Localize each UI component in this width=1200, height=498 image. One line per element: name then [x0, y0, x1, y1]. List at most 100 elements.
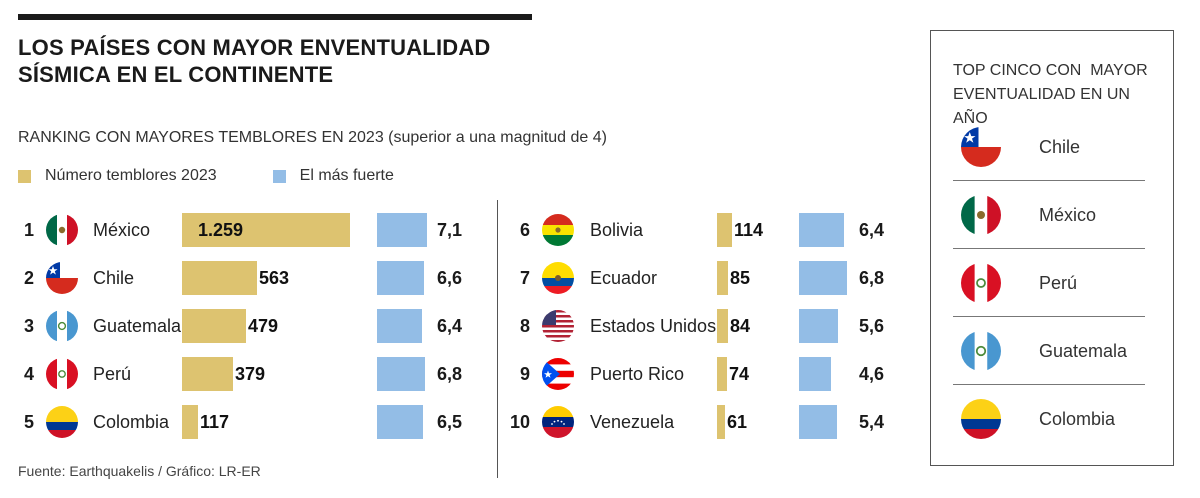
colombia-flag-icon — [961, 399, 1001, 439]
rank-number: 6 — [519, 220, 530, 240]
top-five-separator — [953, 384, 1145, 385]
puerto-rico-flag-icon — [542, 358, 574, 390]
ranking-row: 3 Guatemala 479 6,4 — [0, 306, 930, 346]
ecuador-flag-icon — [542, 262, 574, 294]
rank-number: 3 — [23, 316, 34, 336]
legend-swatch-tremors — [18, 169, 31, 183]
chile-flag-icon — [46, 262, 78, 294]
column-divider — [497, 200, 498, 478]
tremors-bar — [717, 213, 732, 247]
tremors-label: 479 — [248, 316, 279, 336]
tremors-bar — [182, 213, 350, 247]
peru-flag-icon — [46, 358, 78, 390]
mexico-flag-icon — [46, 214, 78, 246]
top-five-country: Chile — [1039, 137, 1081, 157]
tremors-bar — [717, 405, 725, 439]
tremors-label: 85 — [730, 268, 751, 288]
bolivia-flag-icon — [542, 214, 574, 246]
tremors-label: 61 — [727, 412, 748, 432]
ranking-row: 4 Perú 379 6,8 — [0, 354, 930, 394]
ranking-row: 6 Bolivia 114 6,4 — [0, 210, 930, 250]
strongest-bar — [377, 309, 422, 343]
tremors-bar — [182, 261, 257, 295]
ranking-row: 5 Colombia 117 6,5 — [0, 402, 930, 442]
top-five-separator — [953, 180, 1145, 181]
ranking-row: 7 Ecuador 85 6,8 — [0, 258, 930, 298]
strongest-label: 5,4 — [858, 412, 884, 432]
guatemala-flag-icon — [961, 331, 1001, 371]
country-name: Estados Unidos — [590, 316, 717, 336]
strongest-label: 4,6 — [858, 364, 884, 384]
page-title: LOS PAÍSES CON MAYOR ENVENTUALIDAD SÍSMI… — [18, 34, 578, 88]
top-five-title: TOP CINCO CON MAYOR EVENTUALIDAD EN UN A… — [953, 59, 1168, 131]
rank-number: 5 — [23, 412, 34, 432]
strongest-bar — [799, 309, 838, 343]
strongest-label: 6,4 — [436, 316, 462, 336]
top-five-panel: TOP CINCO CON MAYOR EVENTUALIDAD EN UN A… — [930, 30, 1174, 466]
country-name: Chile — [93, 268, 135, 288]
strongest-label: 6,8 — [436, 364, 462, 384]
top-five-country: Colombia — [1039, 409, 1116, 429]
top-rule — [18, 14, 532, 20]
country-name: Guatemala — [93, 316, 182, 336]
tremors-label: 1.259 — [198, 220, 244, 240]
legend-item-tremors: Número temblores 2023 — [18, 167, 217, 185]
strongest-label: 6,4 — [858, 220, 884, 240]
top-five-country: Guatemala — [1039, 341, 1128, 361]
rank-number: 10 — [509, 412, 530, 432]
top-five-title-line-2: EVENTUALIDAD EN UN AÑO — [953, 86, 1130, 127]
ranking-row: 9 Puerto Rico 74 4,6 — [0, 354, 930, 394]
country-name: Colombia — [93, 412, 170, 432]
tremors-bar — [717, 261, 728, 295]
colombia-flag-icon — [46, 406, 78, 438]
strongest-bar — [377, 405, 423, 439]
strongest-label: 7,1 — [436, 220, 462, 240]
top-five-item: Colombia — [953, 385, 1145, 451]
rank-number: 2 — [23, 268, 34, 288]
guatemala-flag-icon — [46, 310, 78, 342]
tremors-bar — [182, 309, 246, 343]
title-line-2: SÍSMICA EN EL CONTINENTE — [18, 62, 334, 87]
strongest-bar — [799, 405, 837, 439]
legend-label-strongest: El más fuerte — [299, 167, 394, 184]
legend-item-strongest: El más fuerte — [272, 167, 394, 185]
country-name: Venezuela — [590, 412, 675, 432]
tremors-label: 379 — [235, 364, 266, 384]
tremors-bar — [717, 309, 728, 343]
strongest-bar — [799, 261, 847, 295]
tremors-label: 84 — [730, 316, 751, 336]
legend-label-tremors: Número temblores 2023 — [45, 167, 217, 184]
title-line-1: LOS PAÍSES CON MAYOR ENVENTUALIDAD — [18, 35, 491, 60]
source-note: Fuente: Earthquakelis / Gráfico: LR-ER — [18, 463, 261, 479]
ranking-row: 10 Venezuela 61 5,4 — [0, 402, 930, 442]
strongest-bar — [377, 357, 425, 391]
top-five-country: México — [1039, 205, 1097, 225]
rank-number: 4 — [23, 364, 34, 384]
venezuela-flag-icon — [542, 406, 574, 438]
rank-number: 8 — [519, 316, 530, 336]
rank-number: 9 — [519, 364, 530, 384]
tremors-label: 117 — [200, 412, 230, 432]
tremors-bar — [182, 405, 198, 439]
ranking-row: 8 Estados Unidos 84 5,6 — [0, 306, 930, 346]
top-five-item: Perú — [953, 249, 1145, 315]
top-five-item: Chile — [953, 113, 1145, 179]
rank-number: 1 — [23, 220, 34, 240]
strongest-label: 5,6 — [858, 316, 884, 336]
country-name: Perú — [93, 364, 132, 384]
top-five-item: Guatemala — [953, 317, 1145, 383]
country-name: Puerto Rico — [590, 364, 685, 384]
country-name: México — [93, 220, 151, 240]
chart-subtitle: RANKING CON MAYORES TEMBLORES EN 2023 (s… — [18, 129, 607, 146]
strongest-bar — [377, 261, 424, 295]
tremors-label: 74 — [729, 364, 750, 384]
legend-swatch-strongest — [272, 169, 286, 183]
strongest-label: 6,8 — [858, 268, 884, 288]
country-name: Ecuador — [590, 268, 658, 288]
peru-flag-icon — [961, 263, 1001, 303]
top-five-country: Perú — [1039, 273, 1078, 293]
strongest-bar — [377, 213, 427, 247]
ranking-row: 2 Chile 563 6,6 — [0, 258, 930, 298]
tremors-label: 563 — [259, 268, 290, 288]
country-name: Bolivia — [590, 220, 644, 240]
